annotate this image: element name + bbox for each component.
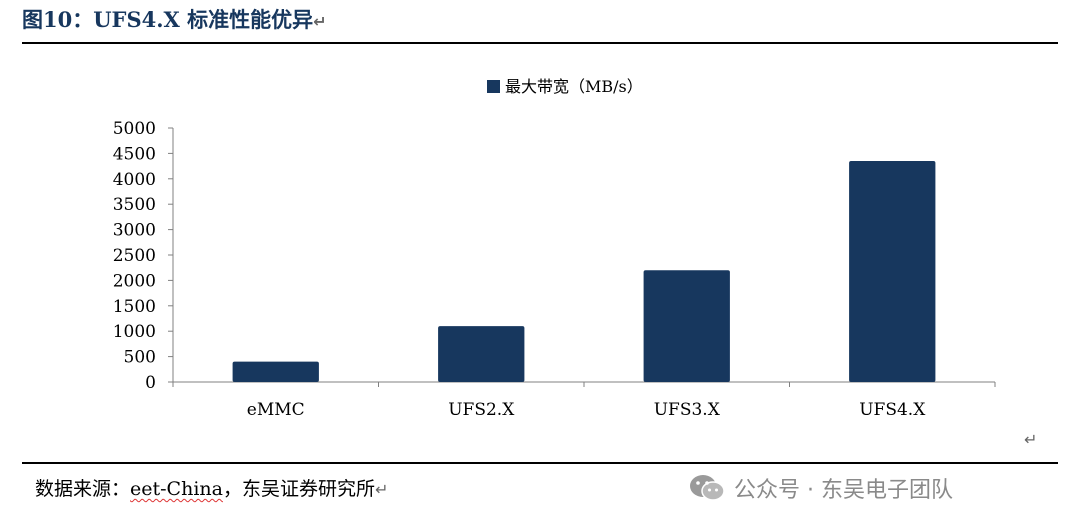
source-rest: ，东吴证券研究所	[222, 478, 375, 500]
bottom-rule	[22, 462, 1058, 464]
watermark: 公众号 · 东吴电子团队	[688, 472, 953, 504]
top-rule	[22, 42, 1058, 44]
return-mark: ↵	[313, 12, 327, 31]
x-axis: eMMC UFS2.X UFS3.X UFS4.X	[172, 381, 996, 420]
y-tick-label: 500	[124, 348, 156, 368]
y-tick-label: 0	[145, 373, 156, 393]
figure-title: 图10：UFS4.X 标准性能优异↵	[22, 7, 327, 32]
y-tick-label: 4000	[113, 170, 156, 190]
y-tick-label: 5000	[113, 119, 156, 139]
y-tick-label: 3500	[113, 195, 156, 215]
bar-chart: 最大带宽（MB/s） 0 500 1000 1500 2000 2500 3000 3500 4…	[113, 77, 996, 420]
source-label: 数据来源：	[35, 478, 131, 500]
legend-swatch	[487, 80, 500, 93]
y-tick-label: 1500	[113, 297, 156, 317]
source-name: eet-China	[130, 478, 223, 500]
y-tick-label: 4500	[113, 144, 156, 164]
chart-legend: 最大带宽（MB/s）	[487, 77, 643, 96]
y-tick-label: 3000	[113, 221, 156, 241]
x-tick-label: eMMC	[247, 400, 305, 420]
watermark-text: 公众号 · 东吴电子团队	[734, 478, 953, 503]
source-return-mark: ↵	[375, 480, 389, 499]
bar-emmc	[232, 361, 319, 382]
bar-ufs4-x	[849, 161, 936, 382]
chart-return-mark: ↵	[1024, 430, 1038, 449]
bar-ufs3-x	[643, 270, 730, 382]
y-tick-label: 2500	[113, 246, 156, 266]
x-tick-label: UFS2.X	[448, 400, 515, 420]
y-tick-label: 2000	[113, 271, 156, 291]
bar-ufs2-x	[438, 326, 525, 382]
y-axis: 0 500 1000 1500 2000 2500 3000 3500 4000 4500 5000	[113, 119, 174, 393]
x-tick-label: UFS3.X	[654, 400, 721, 420]
x-tick-label: UFS4.X	[859, 400, 926, 420]
bars	[232, 161, 936, 382]
y-tick-label: 1000	[113, 322, 156, 342]
legend-label: 最大带宽（MB/s）	[505, 77, 643, 96]
wechat-icon	[690, 475, 725, 501]
source-note: 数据来源：eet-China，东吴证券研究所↵	[35, 474, 388, 501]
